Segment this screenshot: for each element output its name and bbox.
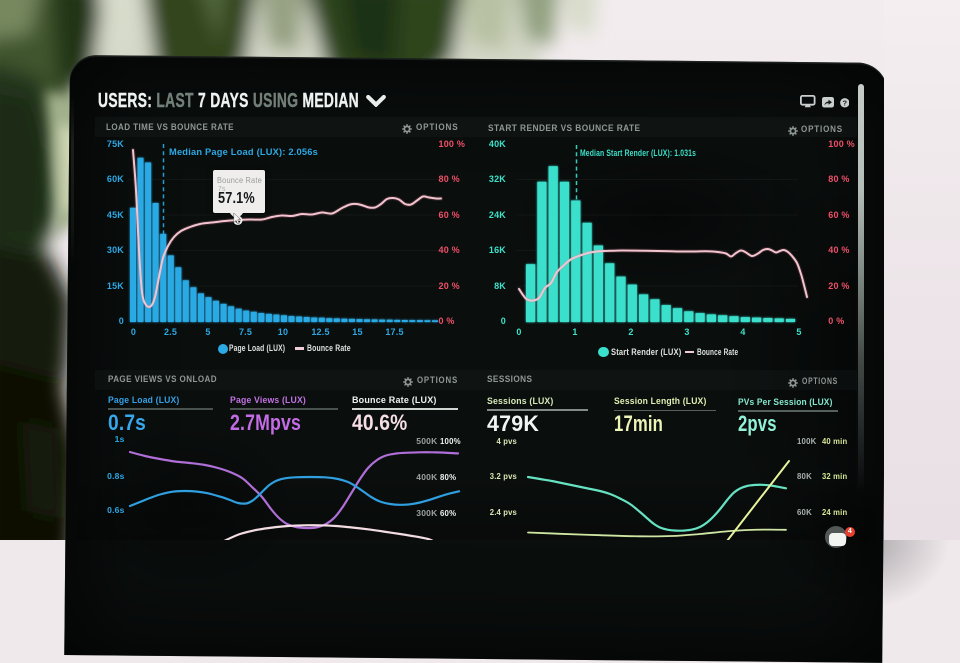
svg-text:?: ? (842, 98, 847, 107)
